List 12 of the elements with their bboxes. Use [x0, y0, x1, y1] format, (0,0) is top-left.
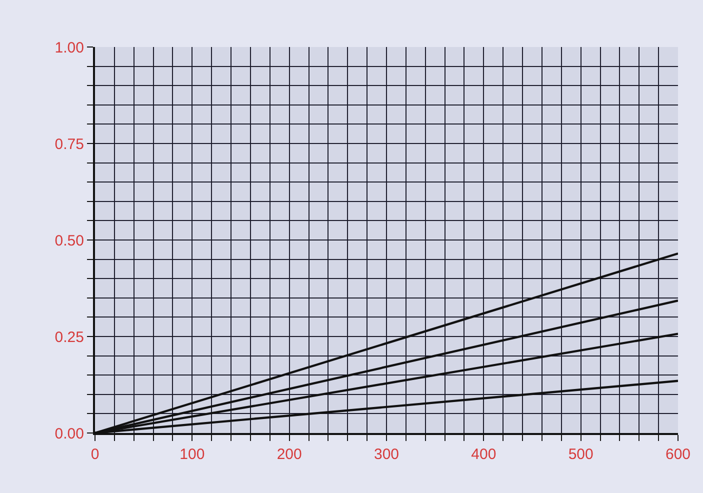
y-tick-label: 0.00 [54, 425, 84, 442]
y-tick-label: 0.25 [54, 328, 84, 346]
x-tick-label: 100 [180, 446, 205, 463]
x-tick-label: 400 [471, 446, 496, 463]
x-tick-label: 500 [568, 446, 594, 463]
x-tick-label: 600 [665, 446, 691, 463]
x-tick-label: 0 [90, 446, 100, 463]
x-tick-label: 200 [276, 446, 302, 463]
y-tick-label: 1.00 [54, 39, 84, 56]
y-tick-label: 0.50 [54, 232, 84, 250]
y-tick-label: 0.75 [54, 136, 84, 153]
x-tick-label: 300 [374, 446, 400, 463]
